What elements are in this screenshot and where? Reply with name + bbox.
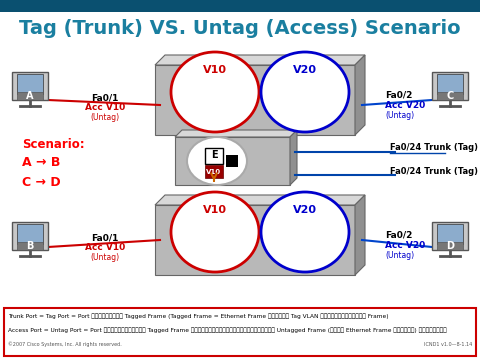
Text: Fa0/2: Fa0/2 bbox=[385, 90, 412, 99]
Polygon shape bbox=[355, 55, 365, 135]
Polygon shape bbox=[290, 130, 297, 185]
Text: V20: V20 bbox=[293, 205, 317, 215]
Ellipse shape bbox=[261, 192, 349, 272]
Text: E: E bbox=[211, 150, 217, 160]
Ellipse shape bbox=[261, 52, 349, 132]
Text: Fa0/1: Fa0/1 bbox=[91, 234, 119, 243]
Text: Acc V10: Acc V10 bbox=[85, 243, 125, 252]
Bar bbox=[17, 92, 43, 100]
Ellipse shape bbox=[171, 52, 259, 132]
Polygon shape bbox=[175, 130, 297, 137]
Bar bbox=[155, 65, 355, 135]
Text: B: B bbox=[26, 241, 34, 251]
Bar bbox=[4, 308, 476, 356]
Bar bbox=[226, 155, 238, 167]
Bar bbox=[12, 222, 48, 250]
Text: Acc V20: Acc V20 bbox=[385, 240, 425, 249]
Text: V10: V10 bbox=[206, 169, 222, 175]
Ellipse shape bbox=[187, 137, 247, 185]
Bar bbox=[175, 137, 290, 185]
Text: Fa0/1: Fa0/1 bbox=[91, 94, 119, 103]
Bar bbox=[17, 224, 43, 244]
Polygon shape bbox=[155, 55, 365, 65]
Text: Acc V20: Acc V20 bbox=[385, 100, 425, 109]
Text: V10: V10 bbox=[203, 65, 227, 75]
Text: (Untag): (Untag) bbox=[90, 113, 120, 122]
Text: C: C bbox=[446, 91, 454, 101]
Bar bbox=[437, 74, 463, 94]
Polygon shape bbox=[155, 195, 365, 205]
Text: Tag (Trunk) VS. Untag (Access) Scenario: Tag (Trunk) VS. Untag (Access) Scenario bbox=[19, 18, 461, 37]
Bar bbox=[17, 242, 43, 250]
Text: ©2007 Cisco Systems, Inc. All rights reserved.: ©2007 Cisco Systems, Inc. All rights res… bbox=[8, 341, 122, 347]
Bar bbox=[17, 74, 43, 94]
Ellipse shape bbox=[171, 192, 259, 272]
Text: ICND1 v1.0—8-1.14: ICND1 v1.0—8-1.14 bbox=[424, 342, 472, 346]
Bar bbox=[437, 242, 463, 250]
Text: Fa0/24 Trunk (Tag): Fa0/24 Trunk (Tag) bbox=[390, 167, 478, 176]
Text: A: A bbox=[26, 91, 34, 101]
Bar bbox=[205, 165, 223, 178]
Text: Acc V10: Acc V10 bbox=[85, 104, 125, 112]
Bar bbox=[12, 72, 48, 100]
Bar bbox=[0, 0, 480, 12]
Bar bbox=[432, 72, 468, 100]
Polygon shape bbox=[355, 195, 365, 275]
Text: D: D bbox=[446, 241, 454, 251]
Text: (Untag): (Untag) bbox=[90, 253, 120, 262]
Text: (Untag): (Untag) bbox=[385, 251, 414, 260]
Text: Access Port = Untag Port = Port ที่ไม่ส่งรับ Tagged Frame แต่ส่งรับได้และส่งได้แ: Access Port = Untag Port = Port ที่ไม่ส่… bbox=[8, 327, 446, 333]
Bar bbox=[432, 222, 468, 250]
Text: Scenario:: Scenario: bbox=[22, 139, 84, 152]
Bar bbox=[155, 205, 355, 275]
Bar bbox=[437, 92, 463, 100]
Text: C → D: C → D bbox=[22, 175, 60, 189]
Text: Fa0/2: Fa0/2 bbox=[385, 230, 412, 239]
Text: Trunk Port = Tag Port = Port ที่ส่งรับ Tagged Frame (Tagged Frame = Ethernet Fra: Trunk Port = Tag Port = Port ที่ส่งรับ T… bbox=[8, 313, 389, 319]
Text: Fa0/24 Trunk (Tag): Fa0/24 Trunk (Tag) bbox=[390, 143, 478, 152]
Text: A → B: A → B bbox=[22, 157, 60, 170]
Bar bbox=[205, 148, 223, 164]
Text: V10: V10 bbox=[203, 205, 227, 215]
Bar bbox=[437, 224, 463, 244]
Text: V20: V20 bbox=[293, 65, 317, 75]
Text: (Untag): (Untag) bbox=[385, 111, 414, 120]
